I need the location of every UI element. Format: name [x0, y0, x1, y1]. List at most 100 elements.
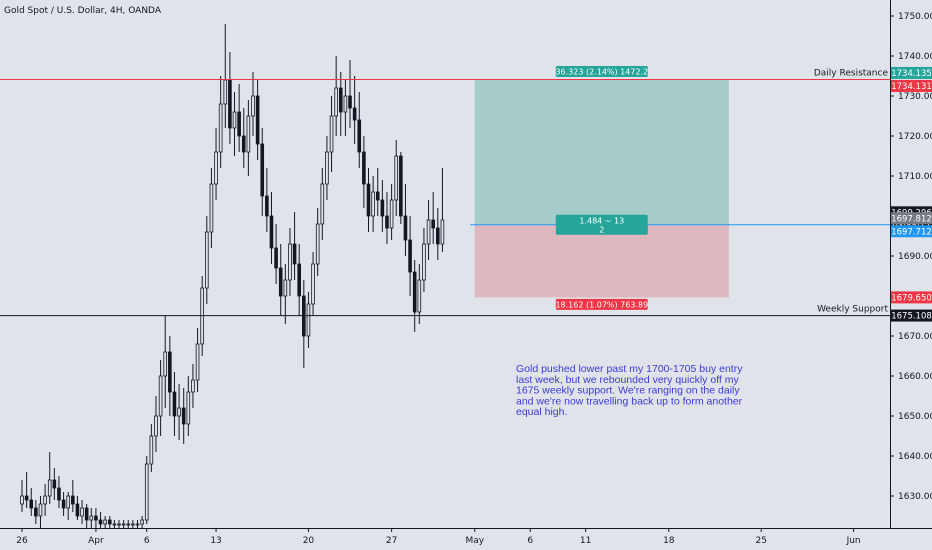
horizontal-lines: Daily Resistance Weekly Support — [0, 68, 890, 317]
candle-body — [112, 523, 117, 526]
candle-body — [394, 155, 399, 201]
position-labels: 36.323 (2.14%) 1472.2 18.162 (1.07%) 763.… — [555, 65, 648, 310]
y-tick-label: 1710.000 — [898, 172, 932, 182]
candle-body — [380, 199, 385, 217]
candle-body — [80, 507, 84, 517]
candle-body — [84, 507, 89, 521]
ratio-label-text: 1.484 ~ 13 — [579, 216, 624, 225]
candle-body — [181, 407, 186, 425]
candle-body — [408, 239, 412, 273]
candle-body — [47, 479, 52, 497]
candle-body — [195, 343, 200, 381]
candle-body — [228, 79, 232, 129]
trade-note-line: 1675 weekly support. We're ranging on th… — [516, 385, 740, 397]
y-tick-label: 1720.000 — [898, 132, 932, 142]
candle-body — [57, 487, 61, 501]
y-tick-label: 1650.000 — [898, 412, 932, 422]
y-tick-label: 1670.000 — [898, 332, 932, 342]
ratio-label-box — [555, 214, 648, 235]
candle-body — [117, 523, 121, 526]
candle-body — [422, 243, 426, 281]
candle-body — [362, 151, 366, 185]
candle-body — [292, 243, 297, 265]
candle-body — [311, 263, 315, 305]
y-tick-label: 1630.000 — [898, 492, 932, 502]
price-tags: 1734.1351734.1311699.29603:55:171697.812… — [891, 66, 932, 322]
price-tag-text: 1734.135 — [891, 69, 932, 79]
price-tag-box — [891, 291, 932, 304]
target-label-box — [555, 65, 648, 77]
price-tag-text: 1697.812 — [891, 214, 932, 224]
candle-body — [357, 119, 362, 153]
candle-body — [375, 191, 380, 201]
x-tick-label: 25 — [755, 536, 766, 546]
x-tick-label: 13 — [210, 536, 221, 546]
price-tag-text: 1675.108 — [891, 312, 932, 322]
price-tag-box — [891, 66, 932, 79]
target-label-text: 36.323 (2.14%) 1472.2 — [555, 67, 648, 76]
candle-body — [121, 523, 126, 526]
candle-body — [66, 495, 71, 509]
stop-label-text: 18.162 (1.07%) 763.89 — [555, 300, 648, 309]
candle-body — [417, 279, 422, 313]
candle-body — [320, 183, 325, 225]
chart-title: Gold Spot / U.S. Dollar, 4H, OANDA — [4, 6, 162, 16]
price-tag-box — [891, 225, 932, 238]
candle-body — [154, 415, 158, 437]
time-axis[interactable]: 26 Apr 6 13 20 27 May 6 11 18 25 Jun — [16, 528, 861, 546]
x-tick-label: 20 — [303, 536, 315, 546]
x-tick-label: 6 — [144, 536, 150, 546]
y-tick-label: 1740.000 — [898, 52, 932, 62]
candle-body — [177, 407, 181, 417]
x-tick-label: Apr — [88, 536, 104, 546]
price-tag-box — [891, 212, 932, 225]
y-tick-label: 1690.000 — [898, 252, 932, 262]
candle-body — [315, 223, 320, 265]
candle-body — [306, 303, 311, 337]
candle-body — [440, 219, 445, 245]
candle-body — [34, 507, 38, 517]
candle-body — [297, 263, 301, 297]
candle-body — [385, 215, 389, 229]
x-tick-label: 6 — [527, 536, 533, 546]
candle-body — [334, 87, 338, 117]
candle-body — [103, 519, 107, 525]
candle-body — [168, 351, 172, 393]
candle-body — [71, 495, 75, 505]
candle-body — [366, 183, 371, 217]
stop-zone — [474, 224, 729, 298]
candle-body — [158, 375, 163, 417]
candle-body — [163, 351, 168, 377]
candles — [20, 24, 445, 528]
candle-body — [24, 495, 29, 501]
candle-body — [135, 523, 140, 526]
candle-body — [43, 495, 47, 505]
x-tick-label: Jun — [846, 536, 861, 546]
trade-note-line: Gold pushed lower past my 1700-1705 buy … — [516, 363, 743, 375]
candle-body — [107, 519, 112, 525]
candle-body — [140, 519, 144, 525]
candle-body — [209, 183, 214, 233]
candle-body — [214, 151, 218, 185]
target-zone — [474, 79, 729, 225]
candle-body — [186, 391, 191, 425]
candle-body — [274, 247, 278, 269]
y-tick-label: 1750.000 — [898, 12, 932, 22]
candle-body — [412, 271, 417, 313]
trade-note: Gold pushed lower past my 1700-1705 buy … — [516, 363, 743, 418]
candle-body — [325, 151, 329, 185]
candle-body — [223, 79, 228, 105]
candle-body — [218, 103, 223, 153]
level-line-label: Weekly Support — [817, 305, 888, 315]
candle-body — [149, 435, 154, 465]
price-tag-box — [891, 309, 932, 322]
candle-body — [52, 479, 57, 489]
candle-body — [131, 523, 135, 526]
candle-body — [348, 95, 352, 109]
candle-body — [343, 95, 348, 113]
candle-body — [371, 191, 375, 217]
candle-body — [38, 503, 43, 517]
candle-body — [435, 227, 440, 245]
candle-body — [352, 107, 357, 121]
